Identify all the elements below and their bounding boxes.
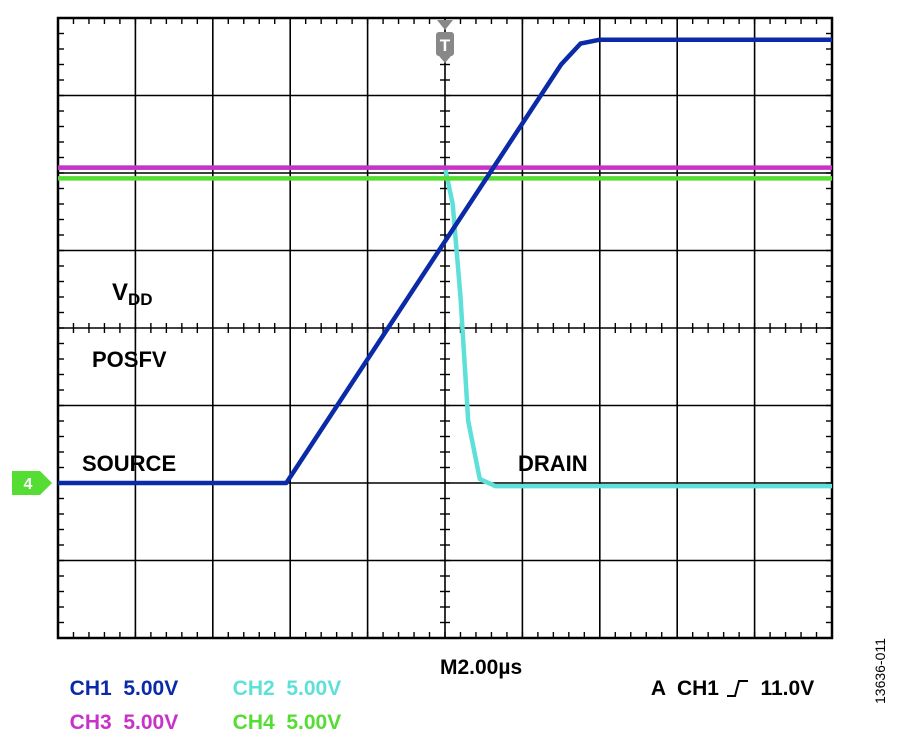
trace-labels: VDD POSFV SOURCE DRAIN: [82, 279, 588, 476]
trigger-mode: A: [650, 677, 666, 700]
figure-id: 13636-011: [872, 638, 888, 704]
trace-drain: [58, 165, 832, 489]
trigger-marker-icon: T: [436, 20, 454, 63]
ch2-scale: 5.00V: [286, 677, 342, 700]
markers: T4: [12, 20, 454, 495]
ch4-name: CH4: [232, 711, 275, 734]
ch2-readout: CH2 5.00V: [221, 657, 342, 700]
trigger-box: [436, 32, 454, 56]
label-drain: DRAIN: [518, 451, 588, 476]
trace-source: [58, 37, 832, 486]
ch1-scale: 5.00V: [123, 677, 179, 700]
trigger-source: CH1: [676, 677, 719, 700]
trigger-readout: A CH1 11.0V: [640, 657, 814, 699]
ch4-readout: CH4 5.00V: [221, 691, 342, 734]
ch3-readout: CH3 5.00V: [58, 691, 179, 734]
trigger-level: 11.0V: [760, 677, 815, 700]
trigger-tip: [439, 56, 451, 63]
ch4-scale: 5.00V: [286, 711, 342, 734]
trigger-arrow: [437, 20, 453, 30]
ch3-scale: 5.00V: [123, 711, 179, 734]
ground-marker-label: 4: [24, 476, 33, 493]
graticule: [56, 16, 834, 640]
label-source: SOURCE: [82, 451, 176, 476]
ch2-name: CH2: [232, 677, 275, 700]
traces: [58, 37, 832, 489]
ground-marker-shape: [12, 471, 52, 495]
rising-edge-icon: [726, 680, 748, 697]
trigger-marker-label: T: [440, 36, 451, 55]
ground-marker-icon: 4: [12, 471, 52, 495]
timebase-readout: M2.00µs: [440, 656, 523, 679]
label-posfv: POSFV: [92, 347, 167, 372]
ch3-name: CH3: [69, 711, 112, 734]
ch1-readout: CH1 5.00V: [58, 657, 179, 700]
ch1-name: CH1: [69, 677, 112, 700]
label-vdd: VDD: [112, 279, 153, 309]
graticule-frame: [56, 16, 834, 640]
